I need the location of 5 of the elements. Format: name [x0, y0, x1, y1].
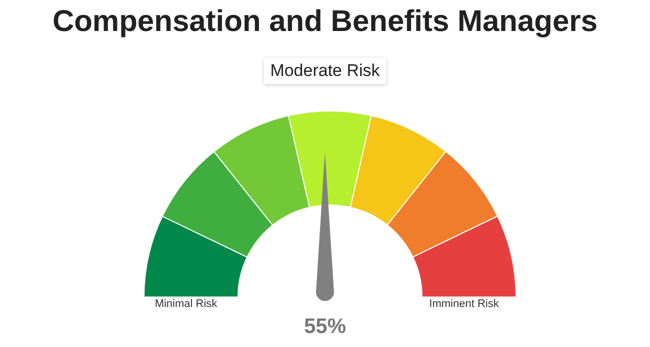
text: Imminent Risk [429, 298, 500, 310]
chart-title: Compensation and Benefits Managers [51, 4, 599, 40]
text: 55% [304, 315, 346, 338]
text: Minimal Risk [154, 298, 218, 310]
slice-label: Moderate Risk [264, 58, 386, 84]
